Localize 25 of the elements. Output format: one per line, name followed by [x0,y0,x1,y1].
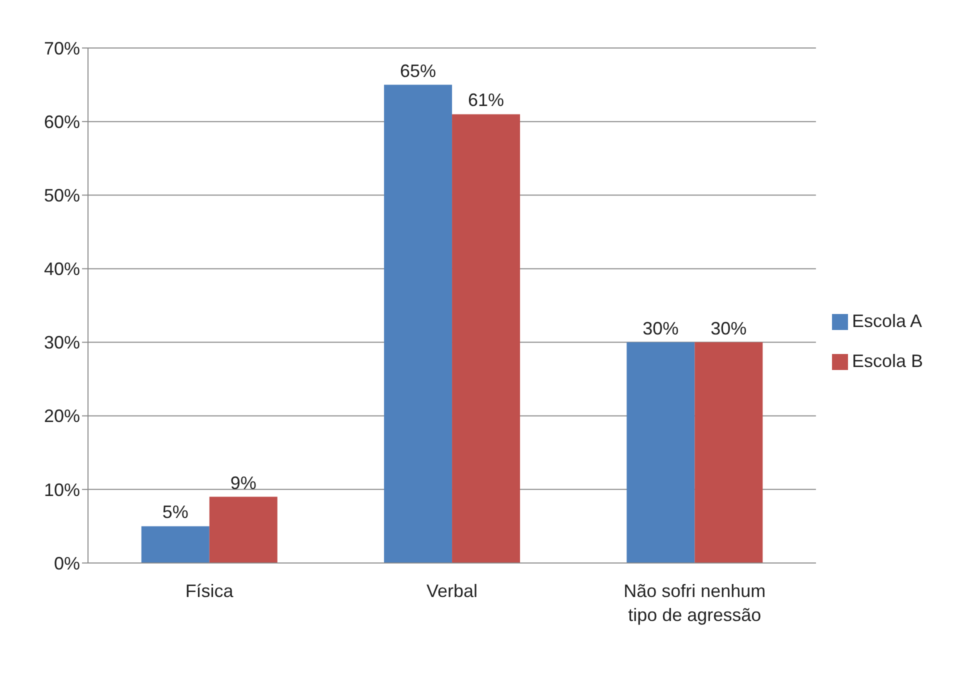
data-label: 5% [162,502,188,522]
data-label: 30% [710,318,747,338]
y-tick-label: 60% [44,112,80,132]
y-tick-label: 20% [44,406,80,426]
legend-label: Escola B [852,350,923,370]
x-tick-label: Não sofri nenhum tipo de agressão [624,581,766,625]
data-label: 65% [400,60,436,81]
bar [626,342,695,563]
y-tick-label: 0% [54,553,80,574]
y-tick-label: 30% [44,332,80,353]
bar [694,342,763,563]
data-label: 30% [642,318,679,338]
bar [384,84,452,563]
bar [209,496,278,563]
bar [141,526,210,563]
x-tick-label: Física [185,581,234,601]
legend-label: Escola A [852,310,922,330]
data-label: 9% [230,472,256,493]
x-tick-label: Verbal [426,581,478,601]
y-tick-label: 70% [44,38,80,58]
data-label: 61% [468,90,504,110]
y-tick-label: 10% [44,480,80,500]
y-tick-label: 40% [44,259,80,280]
bar [452,114,520,563]
y-tick-label: 50% [44,186,80,206]
